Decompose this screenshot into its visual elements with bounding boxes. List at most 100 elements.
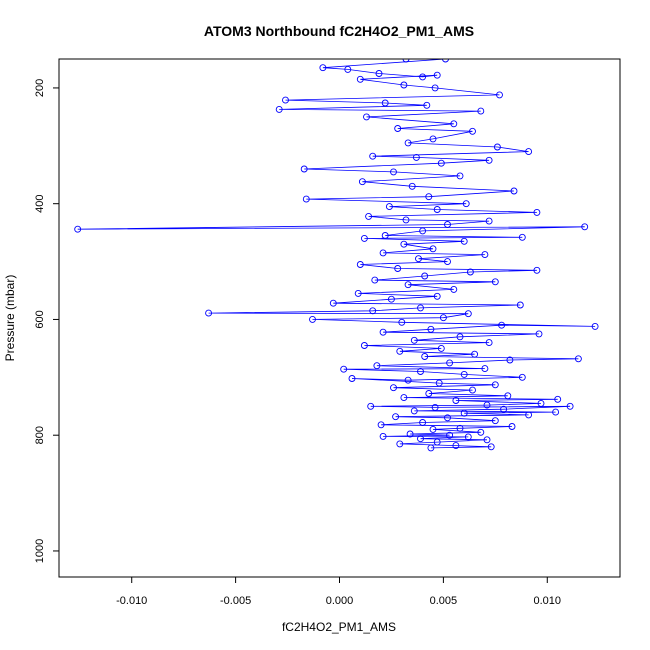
data-point [581, 223, 589, 231]
data-point [402, 59, 410, 63]
data-point [394, 265, 402, 272]
data-point [439, 314, 447, 322]
data-point [466, 268, 474, 276]
data-point [309, 315, 316, 323]
data-point [369, 152, 377, 160]
series-line [77, 59, 596, 449]
data-point [390, 384, 397, 392]
data-point [483, 436, 491, 444]
data-point [537, 399, 545, 407]
data-point [462, 200, 470, 208]
data-point [533, 208, 541, 216]
data-point [406, 430, 414, 438]
data-point [469, 127, 476, 135]
data-point [282, 96, 289, 104]
data-point [417, 435, 424, 443]
y-tick-label: 400 [34, 195, 46, 213]
data-point [508, 423, 516, 430]
data-point [498, 321, 506, 329]
data-point [381, 99, 389, 107]
data-point [396, 347, 404, 355]
data-point [400, 240, 408, 248]
data-point [456, 424, 464, 432]
data-point [427, 444, 435, 452]
data-point [379, 328, 387, 336]
data-point [408, 182, 416, 190]
data-point [518, 373, 526, 381]
data-point [417, 304, 424, 312]
axes: -0.010 -0.005 0.000 0.005 0.010 200 400 600 800 1… [34, 58, 621, 607]
data-point [504, 392, 512, 400]
data-point [485, 339, 493, 347]
data-point [379, 249, 387, 257]
data-point [491, 278, 499, 286]
data-point [392, 413, 400, 421]
data-point [402, 216, 410, 224]
y-tick-label: 800 [34, 426, 46, 444]
data-point [444, 221, 451, 228]
data-point [404, 376, 412, 384]
data-point [356, 261, 364, 268]
data-point [433, 71, 441, 79]
data-point [450, 285, 458, 293]
x-tick-label: 0.000 [326, 595, 354, 607]
data-point [429, 425, 437, 433]
data-point [429, 135, 437, 143]
data-point [329, 299, 337, 307]
data-point [394, 125, 402, 132]
data-point [423, 101, 431, 109]
data-point [387, 295, 395, 303]
data-point [410, 407, 418, 415]
data-point [400, 394, 408, 402]
data-point [369, 307, 377, 315]
data-point [506, 356, 514, 364]
data-point [435, 379, 443, 387]
data-point [344, 65, 352, 73]
data-point [493, 143, 501, 151]
data-point [410, 336, 418, 344]
data-point [491, 417, 499, 425]
data-point [469, 386, 476, 394]
data-point [379, 432, 387, 440]
data-point [373, 362, 381, 370]
data-point [464, 310, 472, 318]
data-point [356, 75, 364, 83]
data-point [375, 70, 383, 77]
data-point [417, 368, 424, 375]
data-point [319, 64, 327, 72]
data-point [471, 350, 479, 358]
data-point [450, 120, 458, 128]
data-point [446, 359, 454, 367]
data-point [554, 395, 562, 403]
x-axis-label: fC2H4O2_PM1_AMS [282, 620, 396, 634]
data-point [518, 233, 526, 241]
data-point [381, 232, 389, 239]
x-tick-label: -0.010 [116, 595, 147, 607]
data-point [460, 237, 468, 245]
data-point [421, 272, 429, 280]
data-point [302, 195, 310, 203]
data-point [437, 159, 445, 167]
data-point [398, 318, 406, 326]
data-point [354, 289, 362, 297]
data-point [358, 178, 366, 186]
data-point [591, 322, 599, 330]
data-point [444, 258, 451, 266]
data-point [419, 419, 427, 426]
data-point [477, 428, 485, 436]
plot-area [74, 59, 599, 452]
data-point [500, 405, 508, 413]
data-point [485, 217, 493, 225]
data-point [396, 440, 404, 448]
data-point [464, 433, 472, 441]
data-point [491, 381, 499, 389]
data-point [419, 227, 427, 235]
data-point [365, 212, 373, 220]
data-point [371, 276, 379, 284]
data-point [360, 234, 368, 242]
data-point [427, 325, 435, 333]
data-point [460, 409, 468, 417]
data-point [363, 113, 370, 121]
